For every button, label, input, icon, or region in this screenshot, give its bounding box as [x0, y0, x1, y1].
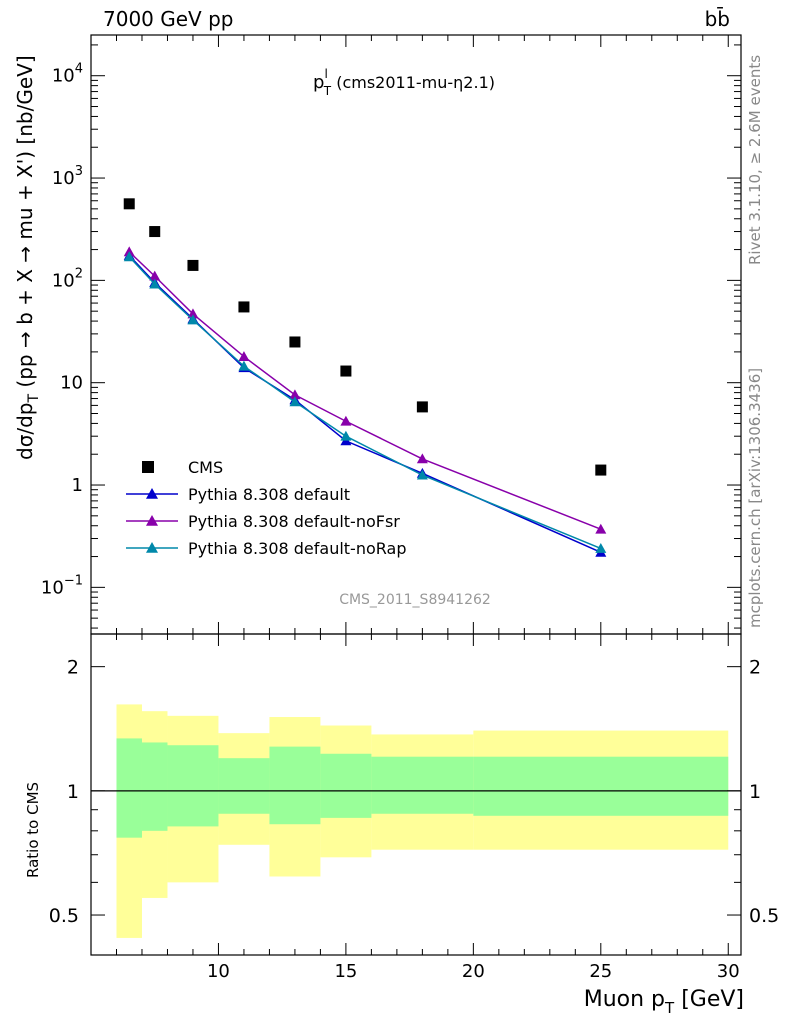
legend-label-pythia-8-308-default: Pythia 8.308 default: [188, 485, 350, 504]
data-point-pythia-8-308-default-nofsr-6: [416, 453, 428, 464]
x-tick-label-25: 25: [589, 961, 612, 982]
series-line-pythia-8-308-default: [128, 254, 602, 553]
series-line-pythia-8-308-default-norap: [128, 256, 602, 550]
data-point-pythia-8-308-default-norap-6: [416, 469, 428, 480]
data-point-pythia-8-308-default-nofsr-7: [595, 523, 607, 534]
ratio-inner-band-5: [320, 753, 372, 818]
legend: CMS Pythia 8.308 default Pythia 8.308 defa…: [126, 458, 406, 558]
ratio-inner-band-2: [167, 745, 219, 827]
main-y-tick-label-exp: −1: [64, 573, 83, 588]
panel-title: pl T (cms2011-mu-η2.1): [313, 67, 495, 98]
ratio-bands: [116, 704, 729, 938]
main-series-group: [123, 198, 607, 557]
main-ylabel-part2: (pp → b + X → mu + X') [nb/GeV]: [13, 55, 37, 394]
data-point-cms-1: [149, 226, 161, 238]
main-y-tick-label-base: 10: [52, 270, 75, 291]
legend-marker-pythia-8-308-default-nofsr: [146, 515, 158, 526]
ratio-inner-band-4: [269, 746, 321, 825]
analysis-id: CMS_2011_S8941262: [339, 592, 491, 608]
data-point-cms-2: [187, 259, 199, 271]
data-point-cms-4: [289, 336, 301, 348]
ratio-y-tick-label-left-0: 0.5: [49, 905, 79, 927]
main-y-tick-label-3: 102: [52, 266, 83, 291]
data-point-cms-0: [123, 198, 135, 210]
data-point-pythia-8-308-default-nofsr-3: [238, 351, 250, 361]
data-point-pythia-8-308-default-norap-5: [340, 430, 352, 441]
data-point-pythia-8-308-default-norap-0: [123, 251, 135, 262]
ratio-inner-band-7: [473, 756, 729, 816]
legend-marker-pythia-8-308-default: [146, 488, 158, 499]
panel-title-main: p: [313, 72, 324, 93]
data-point-cms-6: [416, 401, 428, 413]
data-point-cms-3: [238, 301, 250, 313]
data-point-pythia-8-308-default-nofsr-4: [289, 389, 301, 400]
legend-marker-pythia-8-308-default-norap: [146, 542, 158, 553]
ratio-xlabel-part2: [GeV]: [674, 987, 744, 1012]
ratio-xlabel: Muon pT [GeV]: [584, 987, 744, 1017]
main-ylabel-part1: dσ/dp: [13, 403, 37, 461]
ratio-y-tick-label-right-1: 1: [749, 781, 761, 803]
x-tick-label-20: 20: [462, 961, 485, 982]
main-ylabel-sub: T: [26, 394, 42, 404]
data-point-pythia-8-308-default-norap-2: [187, 314, 199, 325]
x-tick-label-15: 15: [334, 961, 357, 982]
ratio-plot-frame: [90, 633, 742, 956]
data-point-cms-5: [340, 365, 352, 377]
ratio-xlabel-part1: Muon p: [584, 987, 665, 1012]
ratio-inner-band-3: [218, 758, 270, 814]
ratio-inner-band-6: [371, 756, 474, 814]
panel-title-sup: l: [324, 67, 327, 81]
main-y-tick-label-exp: 3: [75, 164, 83, 179]
main-y-tick-label-base: 10: [52, 168, 75, 189]
data-point-pythia-8-308-default-norap-3: [238, 360, 250, 371]
main-ylabel: dσ/dpT (pp → b + X → mu + X') [nb/GeV]: [13, 55, 42, 460]
legend-label-cms: CMS: [188, 458, 223, 477]
energy-label: 7000 GeV pp: [103, 7, 234, 31]
ratio-inner-band-1: [141, 742, 168, 831]
data-point-pythia-8-308-default-nofsr-2: [187, 308, 199, 319]
data-point-pythia-8-308-default-norap-4: [289, 396, 301, 407]
main-y-tick-label-1: 1: [72, 475, 83, 496]
data-point-pythia-8-308-default-norap-7: [595, 542, 607, 553]
main-y-tick-label-0: 10−1: [41, 573, 83, 598]
data-point-pythia-8-308-default-nofsr-5: [340, 415, 352, 426]
series-line-pythia-8-308-default-nofsr: [128, 251, 602, 530]
ratio-y-tick-label-right-0: 0.5: [749, 905, 779, 927]
panel-title-sub: T: [323, 84, 332, 98]
mcplots-reference-note: mcplots.cern.ch [arXiv:1306.3436]: [746, 368, 764, 628]
ratio-y-tick-label-left-1: 1: [67, 781, 79, 803]
rivet-version-note: Rivet 3.1.10, ≥ 2.6M events: [746, 55, 764, 265]
main-y-tick-label-base: 10: [41, 577, 64, 598]
main-y-tick-label-4: 103: [52, 164, 83, 189]
main-y-tick-label-2: 10: [60, 373, 83, 394]
panel-title-rest: (cms2011-mu-η2.1): [331, 73, 495, 92]
data-point-cms-7: [595, 464, 607, 476]
main-y-tick-label-base: 10: [52, 66, 75, 87]
data-point-pythia-8-308-default-nofsr-1: [149, 270, 161, 281]
legend-label-pythia-8-308-default-nofsr: Pythia 8.308 default-noFsr: [188, 512, 400, 531]
main-y-tick-label-exp: 4: [75, 62, 83, 77]
process-label: bb̄: [705, 6, 730, 31]
ratio-ylabel: Ratio to CMS: [24, 782, 42, 878]
data-point-pythia-8-308-default-norap-1: [149, 278, 161, 289]
ratio-y-tick-label-left-2: 2: [67, 657, 79, 679]
ratio-inner-band-0: [116, 738, 142, 838]
legend-marker-cms: [142, 461, 154, 473]
ratio-y-tick-label-right-2: 2: [749, 657, 761, 679]
main-y-tick-label-exp: 2: [75, 266, 83, 281]
main-y-tick-label-5: 104: [52, 62, 83, 87]
legend-label-pythia-8-308-default-norap: Pythia 8.308 default-noRap: [188, 539, 406, 558]
x-tick-label-10: 10: [207, 961, 230, 982]
x-tick-label-30: 30: [717, 961, 740, 982]
ratio-xlabel-sub: T: [664, 999, 675, 1017]
